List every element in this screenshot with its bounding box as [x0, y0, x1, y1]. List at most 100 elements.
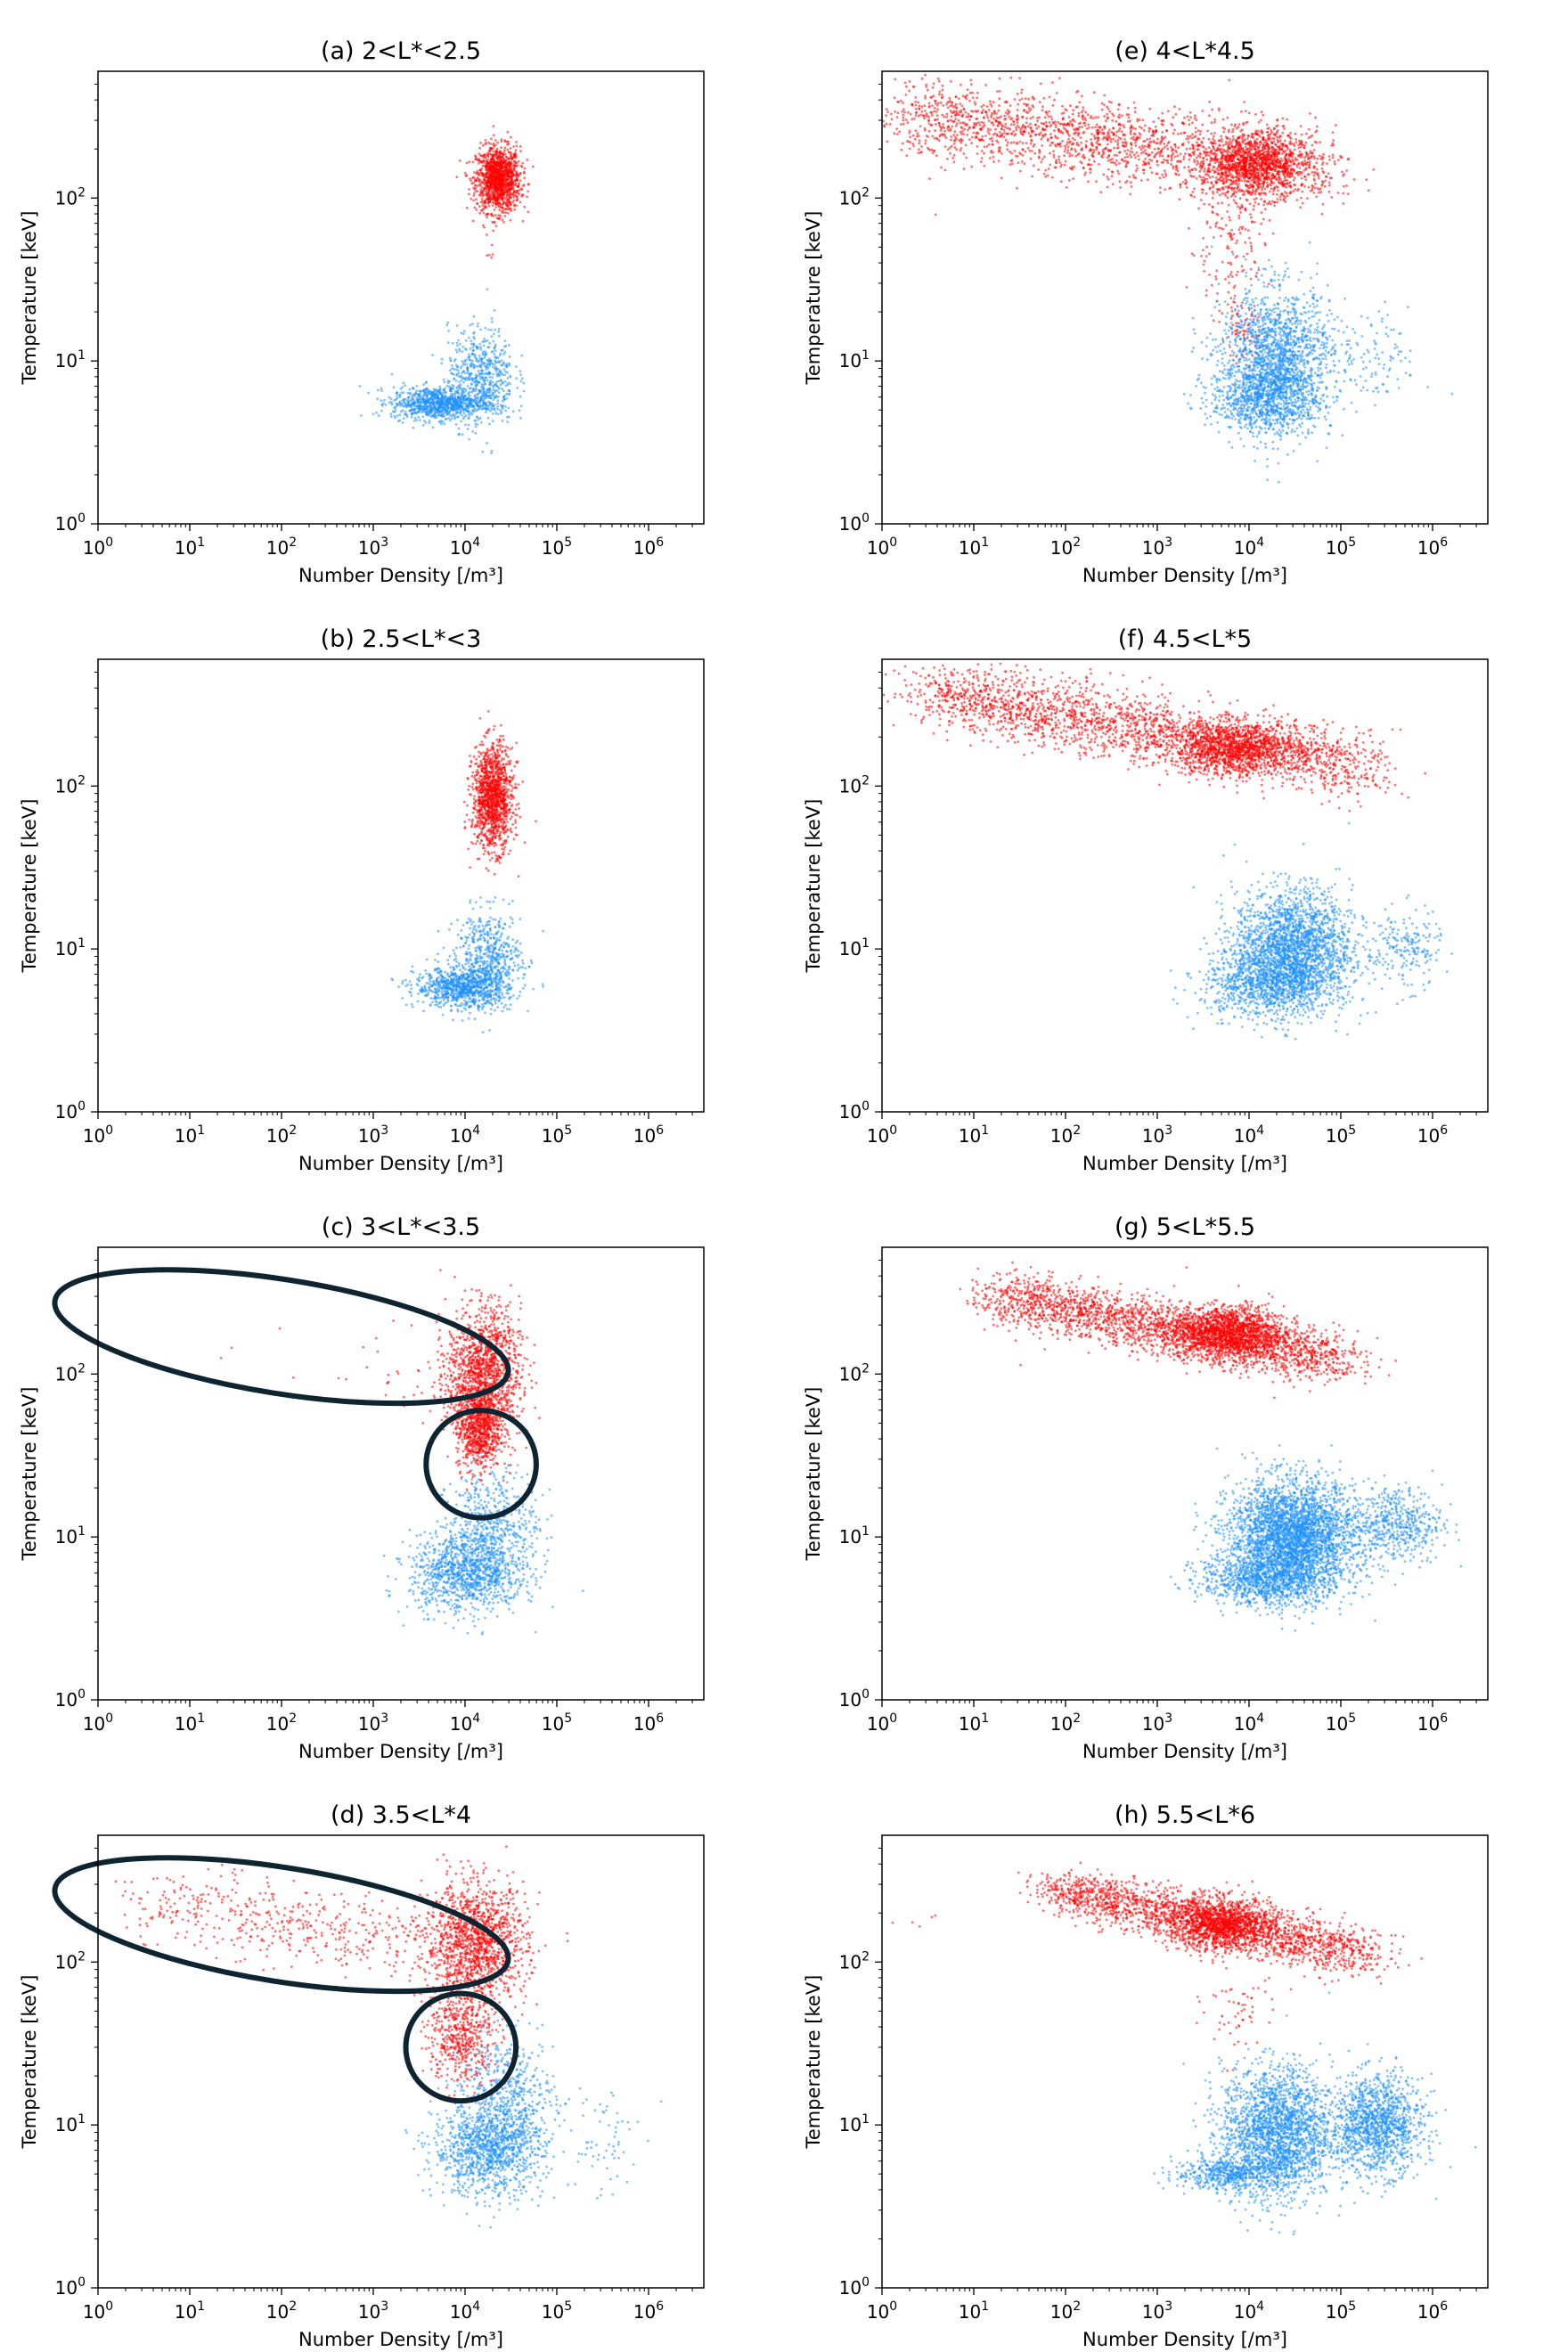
data-point	[482, 224, 485, 227]
data-point	[367, 391, 370, 395]
data-point	[499, 352, 502, 355]
data-point	[434, 991, 437, 994]
data-point	[518, 807, 520, 810]
data-point	[453, 395, 457, 397]
data-point	[432, 388, 436, 391]
data-point	[454, 404, 457, 406]
data-point	[431, 392, 435, 396]
data-point	[449, 387, 453, 389]
data-point	[422, 394, 425, 397]
data-point	[497, 822, 500, 826]
scatter-points	[390, 710, 544, 1034]
data-point	[509, 827, 512, 830]
data-point	[464, 968, 467, 971]
data-point	[413, 416, 417, 420]
data-point	[497, 761, 500, 764]
data-point	[476, 383, 479, 387]
data-point	[487, 328, 490, 331]
data-point	[456, 975, 460, 978]
data-point	[475, 158, 478, 160]
data-point	[509, 382, 511, 386]
data-point	[495, 157, 499, 160]
data-point	[509, 208, 511, 211]
data-point	[502, 172, 504, 176]
data-point	[502, 389, 505, 393]
data-point	[466, 804, 469, 807]
data-point	[476, 324, 479, 328]
data-point	[430, 984, 434, 988]
data-point	[513, 193, 517, 197]
data-point	[478, 416, 482, 420]
data-point	[478, 356, 482, 360]
data-point	[486, 813, 488, 816]
data-point	[484, 393, 487, 396]
data-point	[490, 147, 494, 151]
data-point	[485, 388, 488, 392]
data-point	[494, 175, 496, 178]
data-point	[501, 993, 504, 996]
data-point	[487, 190, 491, 193]
data-point	[478, 798, 481, 802]
data-point	[461, 1009, 463, 1013]
data-point	[519, 416, 522, 420]
data-point	[487, 391, 491, 395]
data-point	[410, 994, 413, 997]
data-point	[495, 820, 499, 822]
data-point	[478, 364, 482, 368]
data-point	[494, 396, 496, 399]
data-point	[446, 321, 450, 324]
data-point	[486, 442, 489, 445]
data-point	[439, 420, 443, 422]
data-point	[410, 412, 413, 416]
data-point	[428, 421, 431, 424]
data-point	[499, 743, 502, 747]
data-point	[488, 342, 492, 345]
data-point	[483, 356, 486, 360]
data-point	[499, 408, 502, 412]
data-point	[489, 143, 492, 145]
data-point	[402, 404, 404, 407]
data-point	[484, 407, 487, 411]
data-point	[476, 190, 479, 193]
data-point	[480, 185, 484, 189]
data-point	[488, 151, 492, 155]
x-tick-label: 105	[542, 535, 572, 559]
data-point	[480, 767, 484, 770]
data-point	[483, 734, 486, 738]
data-point	[509, 187, 511, 191]
data-point	[456, 365, 460, 368]
data-point	[396, 404, 400, 406]
data-point	[412, 401, 416, 404]
x-tick-label: 104	[450, 535, 480, 559]
data-point	[508, 177, 511, 180]
data-point	[484, 798, 486, 802]
data-point	[448, 397, 452, 401]
data-point	[500, 140, 502, 143]
data-point	[470, 820, 474, 823]
data-point	[478, 816, 480, 819]
data-point	[505, 392, 509, 396]
data-point	[491, 837, 494, 841]
data-point	[482, 834, 486, 837]
data-point	[389, 397, 393, 401]
data-point	[494, 139, 497, 142]
data-point	[467, 353, 470, 356]
data-point	[491, 741, 494, 745]
data-point	[489, 758, 493, 762]
data-point	[481, 984, 484, 986]
data-point	[447, 330, 450, 332]
data-point	[467, 847, 470, 851]
data-point	[464, 394, 468, 397]
data-point	[505, 818, 508, 821]
data-point	[439, 422, 443, 426]
data-point	[461, 393, 464, 396]
data-point	[472, 400, 476, 404]
data-point	[437, 996, 440, 1000]
data-point	[456, 344, 459, 347]
data-point	[489, 820, 493, 822]
data-point	[509, 793, 512, 796]
data-point	[496, 216, 500, 220]
data-point	[503, 339, 507, 343]
data-point	[483, 764, 486, 767]
data-point	[487, 853, 491, 856]
